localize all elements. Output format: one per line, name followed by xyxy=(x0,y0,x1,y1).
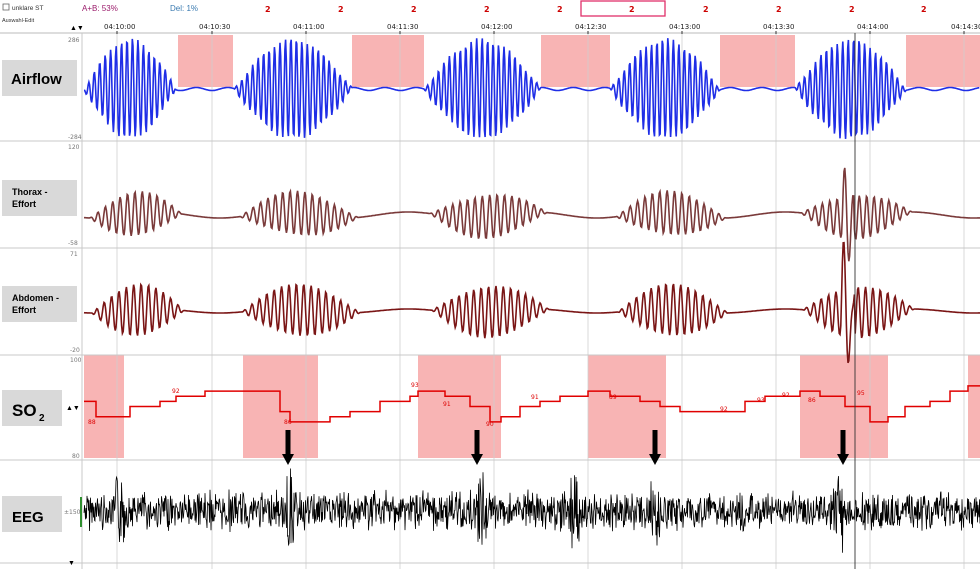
desaturation-arrows xyxy=(282,430,849,465)
unklare-st-checkbox[interactable] xyxy=(2,3,10,11)
unklare-st-label: unklare ST xyxy=(12,5,43,12)
epoch-score-row: 2 2 2 2 2 2 2 2 2 2 xyxy=(265,5,927,14)
so2-value: 92 xyxy=(720,406,728,413)
eeg-label: EEG xyxy=(12,509,44,526)
epoch-score[interactable]: 2 xyxy=(338,5,344,14)
eeg-label-box[interactable] xyxy=(2,496,62,532)
so2-value: 91 xyxy=(443,401,451,408)
so2-value: 92 xyxy=(782,392,790,399)
abdomen-label-box[interactable] xyxy=(2,286,77,322)
down-arrow-icon xyxy=(837,454,849,465)
epoch-score[interactable]: 2 xyxy=(921,5,927,14)
epoch-score[interactable]: 2 xyxy=(776,5,782,14)
so2-value: 95 xyxy=(857,390,865,397)
airflow-waveform xyxy=(83,38,980,139)
thorax-effort-waveform xyxy=(83,167,980,262)
abdomen-label-line2: Effort xyxy=(12,305,36,315)
eeg-scale: ±150 xyxy=(64,509,81,516)
edit-mode-label[interactable]: Auswahl-Edit xyxy=(2,18,35,24)
so2-value: 93 xyxy=(757,397,765,404)
del-statistic: Del: 1% xyxy=(170,4,198,13)
so2-label: SO xyxy=(12,401,37,420)
so2-value: 89 xyxy=(609,394,617,401)
airflow-scale-top: 286 xyxy=(68,37,80,44)
apnea-event[interactable] xyxy=(352,35,424,87)
thorax-scale-top: 120 xyxy=(68,144,80,151)
desaturation-event[interactable] xyxy=(84,355,124,458)
so2-value: 86 xyxy=(284,419,292,426)
apnea-event[interactable] xyxy=(541,35,610,87)
thorax-scale-bottom: -58 xyxy=(68,240,78,247)
so2-label-box[interactable] xyxy=(2,390,62,426)
time-tick-label: 04:14:00 xyxy=(857,23,888,31)
time-tick-label: 04:13:30 xyxy=(763,23,794,31)
down-arrow-icon xyxy=(649,454,661,465)
arrow-shaft xyxy=(840,430,846,454)
time-tick-label: 04:12:00 xyxy=(481,23,512,31)
so2-trace xyxy=(84,385,980,423)
epoch-score[interactable]: 2 xyxy=(849,5,855,14)
so2-scale-arrows-icon[interactable]: ▲▼ xyxy=(66,405,80,412)
header-bar xyxy=(0,0,980,33)
so2-value: 90 xyxy=(486,421,494,428)
abdomen-effort-waveform xyxy=(83,241,980,364)
epoch-score[interactable]: 2 xyxy=(703,5,709,14)
epoch-score[interactable]: 2 xyxy=(265,5,271,14)
time-axis: 04:10:00 04:10:30 04:11:00 04:11:30 04:12:00… xyxy=(104,23,980,34)
channel-separators xyxy=(0,33,980,569)
event-shading-layer xyxy=(84,35,980,458)
epoch-score[interactable]: 2 xyxy=(484,5,490,14)
apnea-event[interactable] xyxy=(720,35,795,87)
ab-statistic: A+B: 53% xyxy=(82,4,118,13)
time-tick-label: 04:14:30 xyxy=(951,23,980,31)
eeg-waveform xyxy=(83,468,980,553)
arrow-shaft xyxy=(474,430,480,454)
so2-scale-bottom: 80 xyxy=(72,453,80,460)
thorax-label-line2: Effort xyxy=(12,199,36,209)
selected-epoch-box[interactable] xyxy=(580,0,666,17)
airflow-label-box[interactable] xyxy=(2,60,77,96)
abdomen-scale-bottom: -20 xyxy=(70,347,80,354)
so2-value: 91 xyxy=(531,394,539,401)
epoch-score[interactable]: 2 xyxy=(629,5,635,14)
airflow-label: Airflow xyxy=(11,71,62,88)
time-tick-label: 04:13:00 xyxy=(669,23,700,31)
time-tick-label: 04:11:00 xyxy=(293,23,324,31)
eeg-calibration-bar xyxy=(80,497,82,527)
arrow-shaft xyxy=(285,430,291,454)
desaturation-event[interactable] xyxy=(968,355,980,458)
so2-value: 93 xyxy=(411,382,419,389)
epoch-score[interactable]: 2 xyxy=(557,5,563,14)
thorax-label-line1: Thorax - xyxy=(12,187,48,197)
apnea-event[interactable] xyxy=(178,35,233,87)
so2-label-subscript: 2 xyxy=(39,413,45,424)
epoch-score[interactable]: 2 xyxy=(411,5,417,14)
so2-scale-top: 100 xyxy=(70,357,82,364)
so2-value: 92 xyxy=(172,388,180,395)
arrow-shaft xyxy=(652,430,658,454)
time-tick-label: 04:10:30 xyxy=(199,23,230,31)
abdomen-scale-top: 71 xyxy=(70,251,78,258)
so2-value: 88 xyxy=(88,419,96,426)
scroll-down-icon[interactable]: ▼ xyxy=(68,560,75,567)
thorax-label-box[interactable] xyxy=(2,180,77,216)
scroll-arrows-icon[interactable]: ▲▼ xyxy=(70,25,84,32)
apnea-event[interactable] xyxy=(906,35,980,87)
time-tick-label: 04:11:30 xyxy=(387,23,418,31)
time-tick-label: 04:10:00 xyxy=(104,23,135,31)
down-arrow-icon xyxy=(282,454,294,465)
time-tick-label: 04:12:30 xyxy=(575,23,606,31)
so2-value: 86 xyxy=(808,397,816,404)
abdomen-label-line1: Abdomen - xyxy=(12,293,59,303)
down-arrow-icon xyxy=(471,454,483,465)
so2-value-labels: 88 92 86 93 91 90 91 89 92 93 92 86 95 xyxy=(88,382,865,428)
airflow-scale-bottom: -284 xyxy=(68,134,82,141)
